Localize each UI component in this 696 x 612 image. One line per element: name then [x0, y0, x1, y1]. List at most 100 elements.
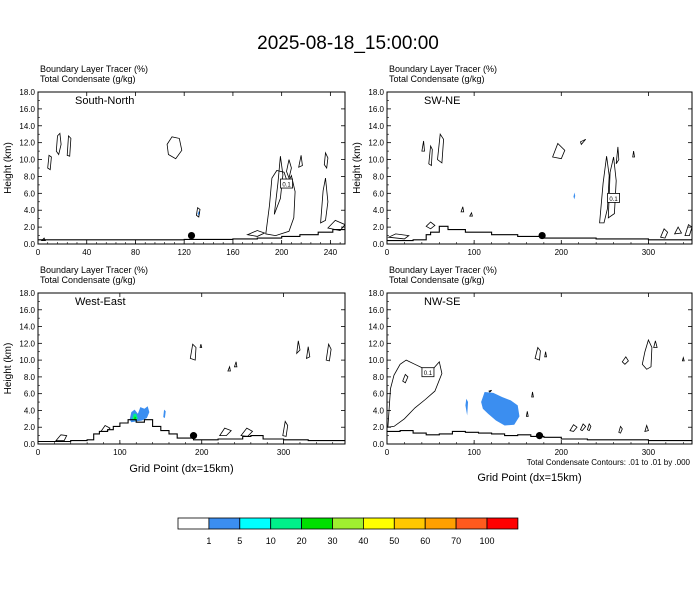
- colorbar-swatch: [362, 517, 395, 530]
- condensate-contour: [189, 343, 197, 361]
- condensate-contour: [47, 154, 52, 171]
- condensate-contour: [660, 228, 669, 239]
- panel-subtitle-line: Total Condensate (g/kg): [40, 275, 136, 285]
- condensate-contour: [644, 424, 649, 432]
- y-tick-label: 12.0: [368, 139, 384, 148]
- condensate-contour: [579, 423, 587, 432]
- condensate-contour: [580, 138, 587, 146]
- y-tick-label: 2.0: [373, 223, 385, 232]
- y-tick-label: 12.0: [19, 339, 35, 348]
- y-axis-label: Height (km): [352, 142, 363, 194]
- condensate-contour: [325, 342, 332, 362]
- condensate-contour: [681, 356, 685, 362]
- condensate-contour: [66, 134, 72, 157]
- condensate-contour: [323, 151, 329, 170]
- panel-0: Boundary Layer Tracer (%)Total Condensat…: [3, 64, 346, 257]
- colorbar: 1 5 10 20 30 40 50 60 70 100: [177, 517, 519, 546]
- x-tick-label: 300: [642, 448, 656, 457]
- condensate-contour: [531, 391, 534, 398]
- condensate-contour: [525, 411, 529, 417]
- panel-subtitle-line: Total Condensate (g/kg): [389, 74, 485, 84]
- condensate-contour: [488, 389, 492, 393]
- location-marker: [187, 231, 196, 240]
- condensate-contour: [286, 159, 292, 180]
- contour-footnote: Total Condensate Contours: .01 to .01 by…: [527, 458, 691, 467]
- condensate-contour: [586, 422, 592, 432]
- condensate-contour: [273, 156, 284, 215]
- x-tick-label: 300: [277, 448, 291, 457]
- plot-frame: [386, 91, 693, 245]
- y-tick-label: 10.0: [368, 356, 384, 365]
- location-marker: [535, 432, 544, 440]
- condensate-contour: [100, 424, 111, 432]
- colorbar-label: 10: [266, 536, 276, 546]
- panel-subtitle-line: Total Condensate (g/kg): [389, 275, 485, 285]
- y-tick-label: 4.0: [373, 206, 385, 215]
- y-tick-label: 18.0: [368, 289, 384, 298]
- terrain-line: [38, 419, 345, 443]
- x-tick-label: 160: [226, 248, 240, 257]
- x-tick-label: 40: [82, 248, 91, 257]
- panels-group: Boundary Layer Tracer (%)Total Condensat…: [3, 64, 693, 484]
- colorbar-swatch: [239, 517, 272, 530]
- x-tick-label: 240: [324, 248, 338, 257]
- terrain-line: [38, 228, 345, 241]
- y-tick-label: 14.0: [368, 122, 384, 131]
- condensate-contour: [166, 136, 183, 160]
- colorbar-label: 40: [358, 536, 368, 546]
- condensate-contour: [469, 211, 473, 217]
- condensate-contour: [233, 361, 238, 368]
- colorbar-label: 60: [420, 536, 430, 546]
- terrain-line: [387, 430, 692, 442]
- x-tick-label: 80: [131, 248, 140, 257]
- x-tick-label: 100: [467, 248, 481, 257]
- y-tick-label: 18.0: [19, 289, 35, 298]
- condensate-contour: [425, 221, 436, 230]
- y-tick-label: 8.0: [373, 172, 385, 181]
- panel-3: Boundary Layer Tracer (%)Total Condensat…: [368, 265, 693, 484]
- x-tick-label: 0: [36, 448, 41, 457]
- tracer-area: [465, 398, 469, 416]
- condensate-contour: [327, 219, 345, 231]
- contour-label: 0.1: [424, 371, 433, 377]
- colorbar-label: 70: [451, 536, 461, 546]
- colorbar-swatch: [208, 517, 241, 530]
- condensate-contour: [320, 178, 329, 224]
- condensate-contour: [544, 351, 547, 358]
- y-tick-label: 8.0: [373, 373, 385, 382]
- y-tick-label: 4.0: [373, 406, 385, 415]
- condensate-contour: [569, 424, 578, 432]
- y-tick-label: 4.0: [24, 406, 36, 415]
- condensate-contour: [607, 156, 617, 219]
- plot-area: [38, 340, 345, 443]
- colorbar-swatch: [332, 517, 364, 530]
- condensate-contour: [621, 356, 629, 365]
- colorbar-swatch: [177, 517, 210, 530]
- condensate-contour: [552, 142, 566, 160]
- colorbar-label: 100: [479, 536, 494, 546]
- y-tick-label: 4.0: [24, 206, 36, 215]
- colorbar-label: 50: [389, 536, 399, 546]
- colorbar-swatch: [301, 517, 333, 530]
- y-tick-label: 14.0: [368, 323, 384, 332]
- y-tick-label: 16.0: [19, 306, 35, 315]
- condensate-contour: [653, 340, 658, 348]
- panel-subtitle-line: Boundary Layer Tracer (%): [389, 265, 497, 275]
- y-tick-label: 6.0: [373, 390, 385, 399]
- condensate-contour: [402, 373, 409, 384]
- y-tick-label: 6.0: [373, 189, 385, 198]
- y-tick-label: 16.0: [368, 105, 384, 114]
- y-tick-label: 12.0: [368, 339, 384, 348]
- y-tick-label: 10.0: [368, 156, 384, 165]
- location-marker: [538, 231, 546, 240]
- y-tick-label: 0.0: [373, 440, 385, 449]
- location-marker: [189, 432, 198, 440]
- x-axis-label: Grid Point (dx=15km): [477, 472, 581, 484]
- condensate-contour: [296, 340, 301, 355]
- y-tick-label: 10.0: [19, 356, 35, 365]
- contour-label: 0.1: [609, 197, 618, 203]
- y-tick-label: 0.0: [373, 240, 385, 249]
- panel-subtitle-line: Boundary Layer Tracer (%): [389, 64, 497, 74]
- y-tick-label: 0.0: [24, 440, 36, 449]
- plot-area: 0.1: [387, 338, 692, 442]
